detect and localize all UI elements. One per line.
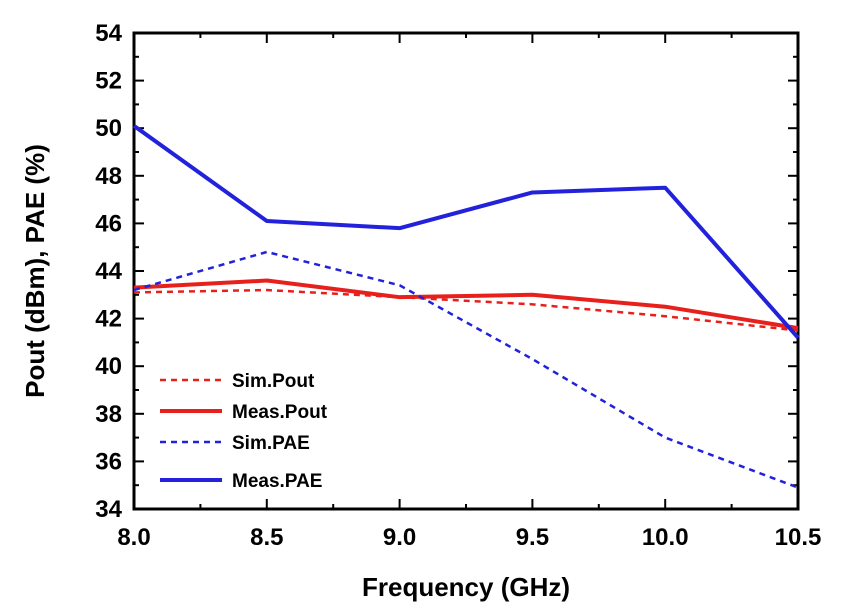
- legend-label-meas-pae: Meas.PAE: [232, 471, 322, 492]
- series-line-sim-pout: [133, 288, 799, 332]
- x-tick-label: 9.0: [383, 524, 416, 551]
- y-tick-label: 48: [95, 163, 122, 190]
- x-tick-label: 8.5: [250, 524, 283, 551]
- y-tick-label: 46: [95, 210, 122, 237]
- x-tick-label: 10.5: [775, 524, 822, 551]
- y-tick-label: 40: [95, 353, 122, 380]
- legend-label-sim-pout: Sim.Pout: [232, 371, 315, 392]
- ticks: [133, 32, 799, 510]
- x-tick-label: 10.0: [642, 524, 689, 551]
- x-tick-label: 9.5: [516, 524, 549, 551]
- y-tick-label: 54: [95, 20, 122, 47]
- series-line-meas-pae: [132, 124, 800, 339]
- legend: Sim.Pout Meas.Pout Sim.PAE Meas.PAE: [160, 371, 328, 492]
- legend-label-meas-pout: Meas.Pout: [232, 402, 328, 423]
- x-tick-label: 8.0: [117, 524, 150, 551]
- x-axis-title: Frequency (GHz): [362, 572, 570, 602]
- y-tick-label: 34: [95, 496, 122, 523]
- y-tick-label: 38: [95, 401, 122, 428]
- series-lines: [132, 124, 800, 489]
- y-tick-label: 36: [95, 448, 122, 475]
- y-tick-label: 52: [95, 68, 122, 95]
- tick-labels: 8.0 8.5 9.0 9.5 10.0 10.5 34 36 38 40 42 44 46 48 50 52…: [95, 20, 821, 551]
- y-tick-label: 44: [95, 258, 122, 285]
- legend-label-sim-pae: Sim.PAE: [232, 433, 310, 454]
- y-tick-label: 50: [95, 115, 122, 142]
- series-line-sim-pae: [133, 250, 799, 489]
- y-axis-title: Pout (dBm), PAE (%): [20, 144, 50, 398]
- y-tick-label: 42: [95, 306, 122, 333]
- series-line-meas-pout: [133, 278, 799, 331]
